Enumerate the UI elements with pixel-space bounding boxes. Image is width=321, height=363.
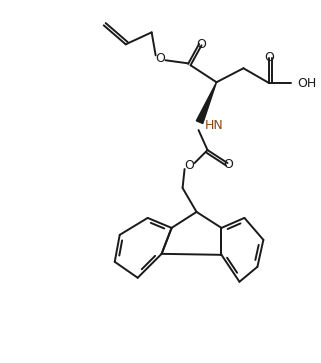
Text: O: O xyxy=(265,51,274,64)
Text: O: O xyxy=(223,158,233,171)
Text: O: O xyxy=(185,159,195,172)
Text: HN: HN xyxy=(204,119,223,132)
Polygon shape xyxy=(196,82,216,123)
Text: OH: OH xyxy=(297,77,317,90)
Text: O: O xyxy=(196,38,206,51)
Text: O: O xyxy=(156,52,166,65)
